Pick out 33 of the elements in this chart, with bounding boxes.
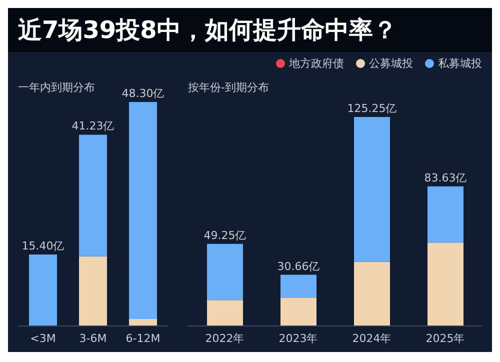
x-tick-label: 3-6M (79, 332, 107, 345)
text: 125.25亿 (347, 102, 397, 115)
annotation: 49.25亿 (204, 228, 246, 242)
x-tick-label: 2023年 (278, 332, 318, 345)
bar (354, 117, 390, 262)
bar (428, 242, 464, 326)
bar (29, 254, 57, 326)
bar (129, 319, 157, 326)
text: 48.30亿 (122, 87, 164, 100)
chart-title: 近7场39投8中，如何提升命中率？ (8, 8, 492, 52)
legend-label: 公募城投 (368, 56, 413, 71)
bar (280, 298, 316, 326)
chart-subtitle: 一年内到期分布 (18, 80, 95, 95)
legend-label: 私募城投 (437, 56, 482, 71)
bar (354, 262, 390, 326)
annotation: 83.63亿 (424, 171, 467, 184)
x-tick-label: 2024年 (352, 332, 392, 345)
bar (207, 244, 243, 300)
legend-label: 地方政府债 (288, 56, 344, 71)
annotation: 30.66亿 (277, 260, 320, 273)
chart-subtitle: 按年份-到期分布 (188, 80, 269, 95)
bar (79, 256, 107, 326)
x-tick-label: <3M (30, 332, 56, 345)
annotation: 41.23亿 (72, 120, 114, 133)
bar (207, 300, 243, 326)
annotation: 15.40亿 (22, 240, 64, 253)
x-tick-label: 2025年 (426, 332, 465, 345)
x-tick-label: 6-12M (126, 332, 160, 345)
x-tick-label: 2022年 (205, 332, 244, 345)
bar (280, 274, 316, 298)
bar (129, 102, 157, 320)
bar (79, 134, 107, 256)
bar (428, 186, 464, 243)
